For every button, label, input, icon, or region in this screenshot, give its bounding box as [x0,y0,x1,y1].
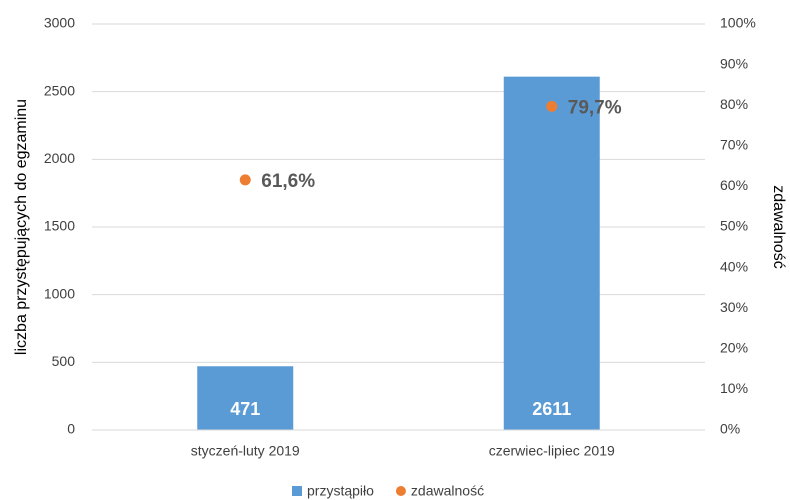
x-tick-label: czerwiec-lipiec 2019 [489,443,615,459]
y2-tick-label: 70% [720,137,748,153]
bar-value-label: 2611 [532,399,571,419]
y2-tick-label: 0% [720,421,740,437]
point [546,100,558,112]
legend-label: przystąpiło [307,483,374,499]
y2-tick-label: 30% [720,299,748,315]
y-tick-label: 1500 [44,218,75,234]
y-tick-label: 1000 [44,285,75,301]
point-value-label: 79,7% [568,97,622,118]
legend-marker [292,486,302,496]
y2-tick-label: 100% [720,15,756,31]
x-tick-label: styczeń-luty 2019 [191,443,300,459]
y-tick-label: 2000 [44,150,75,166]
y-tick-label: 500 [52,353,76,369]
y2-tick-label: 10% [720,380,748,396]
y-axis-label: liczba przystępujących do egzaminu [13,99,30,355]
y2-tick-label: 60% [720,177,748,193]
legend-label: zdawalność [411,483,484,499]
y2-tick-label: 20% [720,340,748,356]
y2-tick-label: 40% [720,258,748,274]
y2-axis-label: zdawalność [770,185,787,269]
y-tick-label: 2500 [44,82,75,98]
y2-tick-label: 50% [720,218,748,234]
y2-tick-label: 90% [720,55,748,71]
bar [197,366,294,430]
y-tick-label: 0 [67,421,75,437]
point-value-label: 61,6% [261,171,315,192]
legend-marker [395,486,406,496]
y2-tick-label: 80% [720,96,748,112]
y-tick-label: 3000 [44,15,75,31]
point [239,174,251,186]
bar-value-label: 471 [230,399,260,419]
bar [503,76,600,431]
